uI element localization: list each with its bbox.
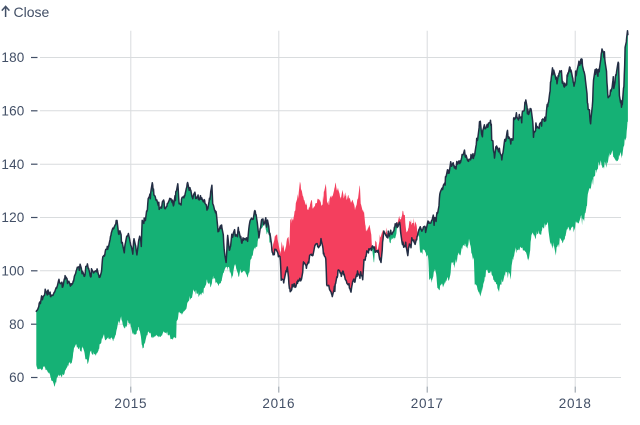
svg-text:2015: 2015 <box>114 396 147 411</box>
svg-text:2018: 2018 <box>559 396 592 411</box>
svg-text:180: 180 <box>1 50 24 65</box>
svg-text:80: 80 <box>9 317 24 332</box>
svg-text:60: 60 <box>9 370 24 385</box>
svg-text:160: 160 <box>1 104 24 119</box>
svg-text:Close: Close <box>14 4 50 20</box>
svg-text:120: 120 <box>1 210 24 225</box>
svg-text:140: 140 <box>1 157 24 172</box>
svg-text:2017: 2017 <box>411 396 444 411</box>
svg-text:100: 100 <box>1 264 24 279</box>
svg-text:2016: 2016 <box>262 396 295 411</box>
